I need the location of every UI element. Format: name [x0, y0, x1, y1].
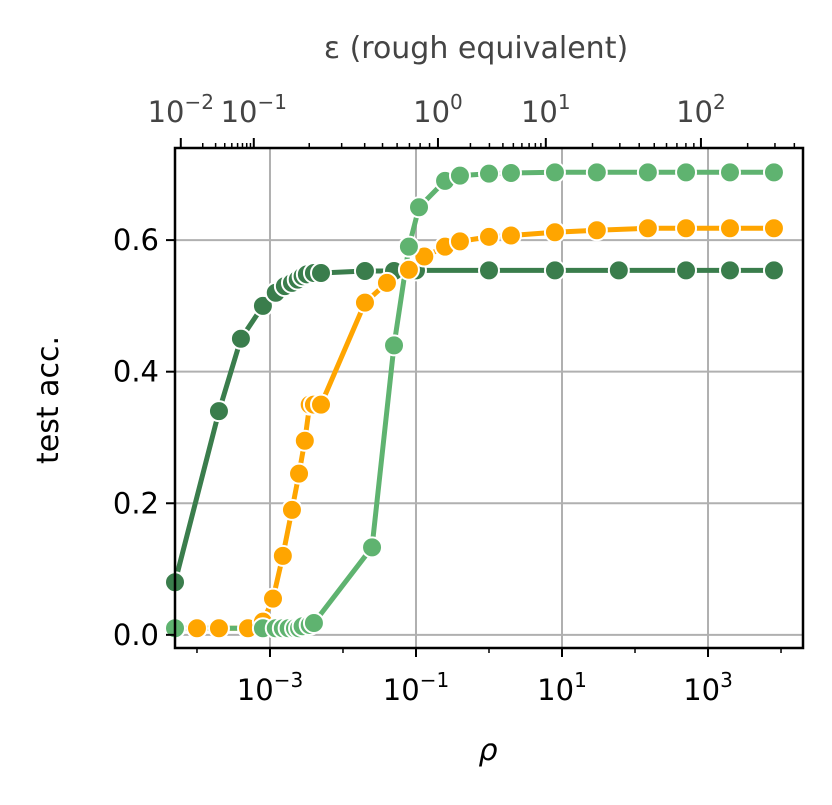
x-tick-label: 103: [683, 668, 733, 707]
series-2-point: [478, 162, 500, 185]
series-0-point: [478, 259, 500, 282]
series-0-point: [310, 262, 333, 284]
series-0-point: [543, 259, 566, 282]
series-1-point: [310, 393, 333, 416]
series-1-point: [413, 245, 436, 268]
series-1-point: [478, 225, 500, 248]
series-1-point: [280, 498, 303, 521]
series-0-point: [251, 294, 274, 317]
series-0-point: [718, 259, 741, 282]
series-2-point: [675, 161, 698, 184]
y-tick-label: 0.2: [113, 486, 159, 520]
series-1-point: [448, 230, 471, 253]
series-0-point: [762, 259, 785, 282]
series-1-point: [288, 462, 311, 485]
series-layer: [164, 161, 785, 640]
series-line-0: [172, 267, 774, 583]
series-1-point: [762, 217, 785, 240]
x-tick-label: 10−1: [383, 668, 449, 707]
series-2-point: [448, 164, 471, 187]
series-2-point: [408, 196, 431, 219]
series-1-point: [543, 221, 566, 244]
series-1-point: [353, 291, 376, 314]
top-tick-label: 100: [413, 90, 463, 129]
series-1-point: [271, 544, 294, 567]
series-2-point: [762, 161, 785, 184]
series-1-point: [262, 587, 285, 610]
series-0-point: [207, 400, 230, 423]
series-1-point: [375, 271, 398, 294]
series-2-point: [361, 536, 384, 559]
top-tick-label: 10−2: [148, 90, 214, 129]
series-2-point: [302, 612, 325, 634]
series-1-point: [499, 224, 522, 247]
y-tick-label: 0.6: [113, 223, 159, 257]
top-tick-label: 10−1: [221, 90, 287, 129]
series-1-point: [207, 617, 230, 640]
series-1-point: [397, 258, 420, 281]
series-1-point: [718, 217, 741, 240]
x-tick-label: 10−3: [237, 668, 303, 707]
grid-layer: [175, 148, 803, 648]
series-0-point: [675, 259, 698, 282]
series-2-point: [543, 161, 566, 184]
series-1-point: [636, 217, 659, 240]
series-2-point: [397, 235, 420, 258]
series-2-point: [636, 161, 659, 184]
series-2-point: [499, 162, 522, 184]
y-tick-label: 0.4: [113, 355, 159, 389]
series-0-point: [353, 260, 376, 283]
labels-layer: ρ test acc. ε (rough equivalent): [31, 31, 628, 768]
x-tick-label: 101: [537, 668, 587, 707]
series-2-point: [383, 334, 406, 357]
series-line-1: [175, 225, 774, 631]
series-0-point: [229, 327, 252, 350]
top-tick-label: 101: [521, 90, 571, 129]
series-2-point: [718, 161, 741, 184]
series-0-point: [607, 259, 630, 282]
x-axis-title: ρ: [478, 733, 497, 768]
series-1-point: [675, 217, 698, 240]
top-axis-title: ε (rough equivalent): [324, 31, 628, 66]
top-tick-label: 102: [676, 90, 726, 129]
y-tick-label: 0.0: [113, 618, 159, 652]
y-axis-title: test acc.: [31, 336, 66, 464]
series-1-point: [185, 617, 208, 640]
series-2-point: [585, 161, 608, 184]
series-1-point: [585, 219, 608, 242]
series-1-point: [293, 429, 316, 452]
